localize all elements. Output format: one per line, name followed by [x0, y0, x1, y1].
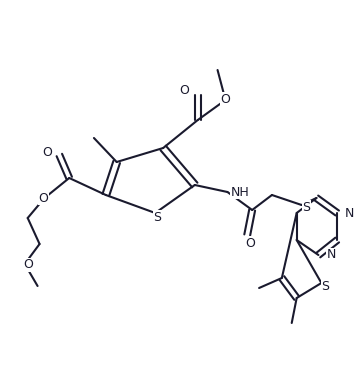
Text: O: O	[245, 236, 255, 250]
Text: O: O	[179, 83, 189, 96]
Text: O: O	[23, 259, 33, 272]
Text: S: S	[153, 210, 161, 223]
Text: S: S	[303, 200, 310, 213]
Text: NH: NH	[230, 186, 249, 198]
Text: O: O	[38, 191, 48, 204]
Text: N: N	[345, 207, 355, 220]
Text: N: N	[326, 249, 336, 262]
Text: S: S	[321, 279, 329, 292]
Text: O: O	[220, 92, 230, 105]
Text: O: O	[42, 145, 52, 158]
